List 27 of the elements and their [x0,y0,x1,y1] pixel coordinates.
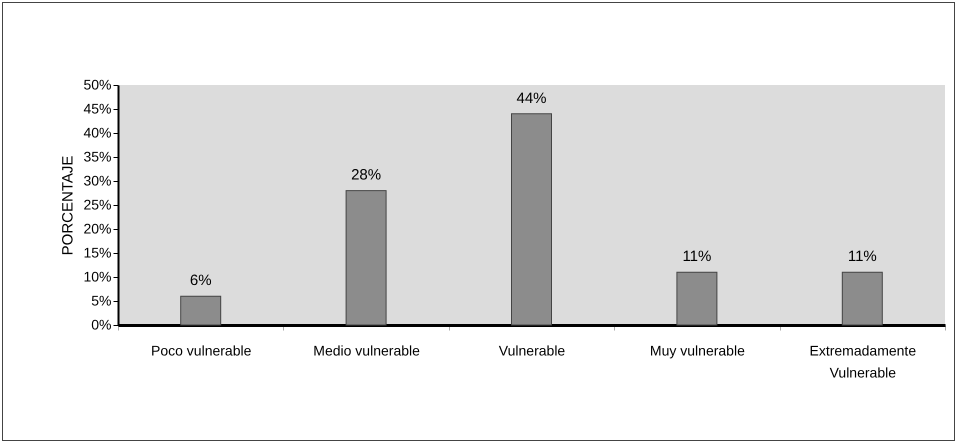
x-tick-label: Poco vulnerable [150,342,252,358]
bar [346,190,387,326]
data-label: 44% [516,90,547,107]
bar [676,272,718,326]
y-tick-label: 5% [91,292,112,308]
x-tick-label: Extremadamente Vulnerable [809,342,916,380]
y-axis-title: PORCENTAJE [59,156,76,256]
data-label: 11% [848,248,877,266]
y-tick-label: 35% [83,148,112,164]
y-tick-label: 45% [83,100,112,116]
data-label: 6% [190,272,212,290]
bar [842,272,883,326]
x-tick-label: Vulnerable [498,342,566,358]
y-tick-label: 10% [83,268,112,284]
x-tick-label: Muy vulnerable [650,342,746,358]
data-label: 28% [351,166,382,184]
y-tick-label: 25% [83,196,112,212]
x-tick-label: Medio vulnerable [313,342,420,358]
y-tick-label: 15% [83,244,112,260]
bar [180,296,222,326]
data-label: 11% [682,248,712,266]
y-tick-label: 20% [83,220,112,236]
bar [511,113,552,326]
y-tick-label: 40% [83,124,112,140]
y-tick-label: 30% [83,172,112,188]
y-tick-label: 0% [91,316,112,332]
y-tick-label: 50% [83,76,112,92]
